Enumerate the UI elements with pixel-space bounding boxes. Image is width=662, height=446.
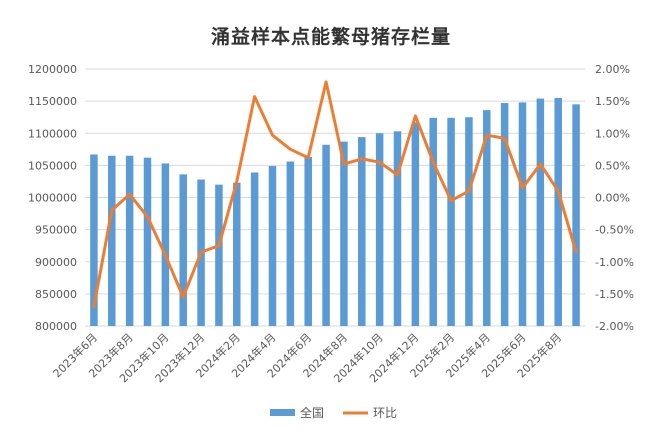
- bar: [268, 166, 277, 326]
- y-right-tick-label: -1.00%: [595, 256, 634, 269]
- y-right-tick-label: 1.00%: [595, 127, 630, 140]
- bar: [286, 161, 295, 326]
- y-right-tick-label: 1.50%: [595, 95, 630, 108]
- bar: [411, 122, 420, 326]
- y-left-tick-label: 850000: [35, 288, 77, 301]
- bar: [161, 163, 170, 326]
- bar: [358, 137, 366, 326]
- bar: [250, 172, 259, 326]
- y-right-tick-label: -1.50%: [595, 288, 634, 301]
- y-left-tick-label: 1050000: [28, 159, 77, 172]
- bar: [572, 104, 580, 327]
- y-left-tick-label: 900000: [35, 256, 77, 269]
- bar: [143, 157, 152, 326]
- bar: [393, 131, 402, 326]
- y-right-tick-label: -2.00%: [595, 320, 634, 333]
- y-left-tick-label: 1150000: [28, 95, 77, 108]
- y-left-tick-label: 1100000: [28, 127, 77, 140]
- line-series: [92, 80, 578, 309]
- bar: [465, 117, 473, 326]
- chart-title: 涌益样本点能繁母猪存栏量: [210, 26, 451, 48]
- bar: [518, 102, 527, 326]
- bar: [125, 155, 134, 326]
- bar: [108, 155, 116, 326]
- bar: [340, 141, 348, 326]
- bar: [483, 110, 491, 327]
- legend-swatch-bar: [270, 409, 295, 416]
- legend-label: 环比: [373, 406, 397, 420]
- y-right-tick-label: -0.50%: [595, 224, 634, 237]
- bar: [322, 144, 330, 326]
- bar: [429, 117, 437, 326]
- bar: [500, 103, 509, 327]
- bar: [233, 182, 241, 326]
- bar: [304, 157, 312, 326]
- bar: [536, 98, 545, 327]
- bar: [375, 133, 384, 326]
- y-left-tick-label: 950000: [35, 224, 77, 237]
- y-right-tick-label: 0.50%: [595, 159, 630, 172]
- bar: [554, 97, 562, 326]
- y-left-tick-label: 800000: [35, 320, 77, 333]
- y-left-tick-label: 1000000: [28, 192, 77, 205]
- bar: [179, 174, 187, 326]
- bar: [90, 154, 98, 326]
- bar: [447, 117, 455, 326]
- y-right-tick-label: 2.00%: [595, 63, 630, 76]
- bar: [215, 184, 223, 326]
- legend-label: 全国: [300, 405, 324, 420]
- y-right-tick-label: 0.00%: [595, 192, 630, 205]
- y-left-tick-label: 1200000: [28, 63, 77, 76]
